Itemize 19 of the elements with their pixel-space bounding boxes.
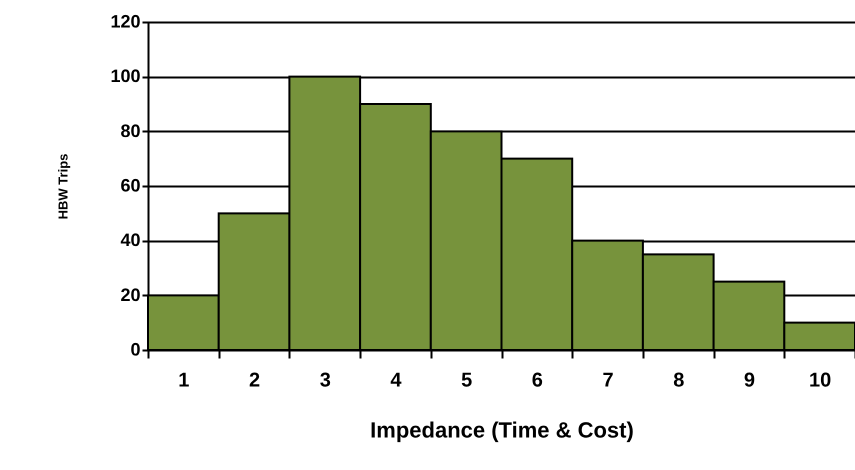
y-tick-label: 80 [120,120,140,141]
y-tick-label: 40 [120,230,140,250]
y-tick-label: 60 [120,176,140,196]
x-tick-label: 1 [178,370,190,392]
x-axis-title: Impedance (Time & Cost) [370,418,634,442]
y-axis-title: HBW Trips [55,154,70,220]
x-tick-label: 10 [809,370,832,392]
x-tick-label: 4 [390,370,402,392]
x-tick-label: 7 [602,370,614,392]
x-tick-label: 6 [532,370,543,392]
x-tick-label: 2 [248,370,260,392]
y-tick-label: 100 [110,66,140,86]
y-tick-label: 20 [120,284,140,305]
x-tick-label: 9 [744,370,756,392]
x-tick-label: 8 [673,370,684,392]
y-tick-label: 120 [110,12,140,32]
x-tick-label: 3 [320,370,331,392]
y-tick-label: 0 [130,340,140,360]
x-tick-label: 5 [461,370,472,392]
